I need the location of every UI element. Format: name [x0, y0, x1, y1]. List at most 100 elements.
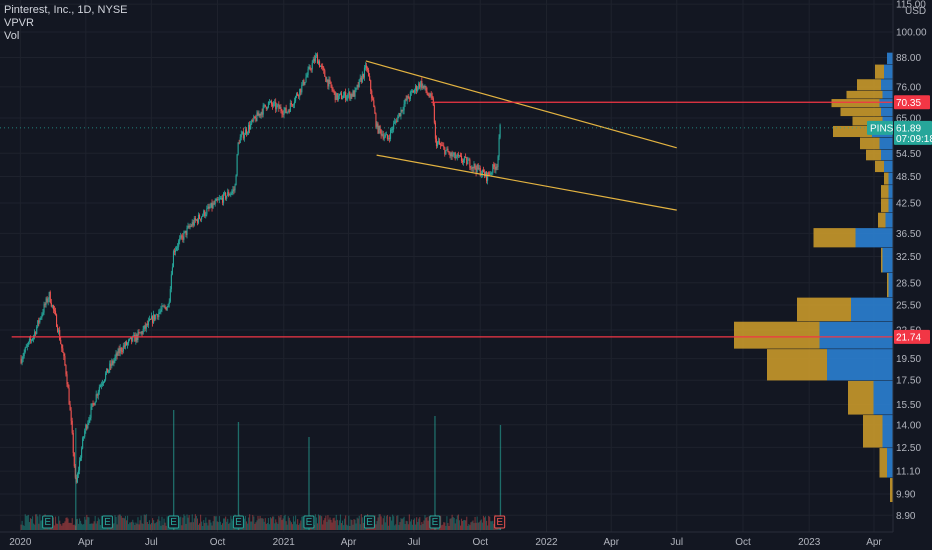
candle-body: [331, 86, 333, 90]
volume-profile-down: [813, 228, 856, 248]
earnings-marker[interactable]: [101, 515, 113, 529]
volume-bar: [298, 525, 300, 530]
candle-body: [304, 82, 306, 85]
candle-body: [273, 102, 275, 107]
candle-body: [444, 147, 446, 155]
candle-body: [201, 216, 203, 220]
currency-label: USD: [905, 6, 926, 17]
candle-body: [181, 235, 183, 237]
candle-body: [425, 85, 427, 92]
candle-body: [479, 167, 481, 176]
candle-body: [168, 301, 170, 305]
volume-bar: [423, 520, 425, 530]
candle-body: [424, 85, 426, 88]
candle-body: [253, 116, 255, 121]
candle-body: [60, 339, 62, 344]
earnings-marker[interactable]: [494, 515, 506, 529]
candle-body: [25, 346, 27, 348]
candle-body: [317, 61, 320, 64]
candle-body: [475, 168, 477, 173]
candle-body: [152, 316, 154, 323]
candle-body: [403, 103, 405, 111]
volume-bar: [389, 516, 392, 530]
volume-profile-up: [881, 149, 893, 161]
candle-body: [407, 95, 409, 99]
earnings-marker[interactable]: [429, 515, 441, 529]
candle-body: [269, 101, 272, 103]
volume-bar: [457, 514, 459, 530]
volume-bar: [260, 518, 262, 530]
volume-bar: [265, 523, 267, 530]
volume-bar: [283, 515, 285, 530]
earnings-marker-label: E: [104, 517, 111, 528]
candle-body: [463, 159, 465, 163]
earnings-marker[interactable]: [363, 515, 375, 529]
candle-body: [337, 95, 339, 100]
indicator-vol-label[interactable]: Vol: [4, 30, 20, 42]
earnings-marker[interactable]: [42, 515, 54, 529]
candle-body: [85, 425, 87, 431]
candle-body: [339, 93, 341, 95]
volume-bar: [98, 519, 100, 530]
volume-profile-down: [767, 349, 827, 381]
volume-bar: [225, 516, 227, 530]
candle-body: [133, 334, 135, 337]
candle-body: [349, 92, 351, 99]
candle-body: [208, 206, 210, 208]
volume-bar: [291, 524, 293, 530]
candle-body: [241, 131, 243, 135]
volume-bar: [481, 522, 483, 530]
candle-body: [57, 326, 59, 332]
earnings-marker[interactable]: [232, 515, 244, 529]
candle-body: [309, 66, 311, 70]
candle-body: [451, 152, 453, 157]
candle-body: [91, 403, 93, 407]
candle-body: [243, 134, 245, 139]
volume-bar: [445, 525, 447, 530]
volume-bar: [295, 515, 297, 530]
volume-bar: [67, 518, 69, 530]
earnings-marker[interactable]: [303, 515, 315, 529]
candle-body: [257, 112, 259, 116]
candle-body: [489, 174, 491, 176]
candle-body: [124, 341, 127, 347]
volume-bar: [277, 523, 279, 530]
candle-body: [405, 99, 407, 101]
candle-body: [310, 69, 312, 71]
price-tick-label: 15.50: [896, 400, 921, 411]
volume-bar: [300, 520, 302, 530]
volume-bar: [375, 524, 377, 530]
indicator-vpvr-label[interactable]: VPVR: [4, 17, 34, 29]
volume-bar: [383, 515, 385, 530]
volume-profile-down: [881, 247, 883, 273]
earnings-marker-label: E: [496, 517, 503, 528]
candle-body: [206, 208, 208, 215]
candle-body: [276, 105, 278, 110]
earnings-marker[interactable]: [168, 515, 180, 529]
volume-bar: [113, 523, 115, 530]
candle-body: [495, 166, 497, 170]
volume-spike: [237, 422, 240, 530]
volume-bar: [415, 524, 417, 530]
candle-body: [192, 222, 194, 226]
volume-profile-up: [882, 90, 893, 99]
candle-body: [226, 195, 228, 199]
trendline[interactable]: [365, 60, 677, 149]
volume-bar: [227, 518, 229, 530]
candle-body: [484, 171, 487, 177]
volume-bar: [276, 522, 278, 530]
candle-body: [397, 116, 399, 122]
volume-bar: [220, 524, 223, 530]
volume-bar: [414, 518, 416, 530]
candle-body: [316, 54, 319, 64]
candle-body: [472, 166, 474, 169]
trendline[interactable]: [376, 154, 677, 211]
candle-body: [185, 230, 187, 235]
volume-bar: [124, 516, 127, 530]
candle-body: [471, 166, 473, 169]
candle-body: [228, 191, 230, 196]
volume-bar: [97, 517, 99, 530]
candle-body: [111, 361, 113, 367]
